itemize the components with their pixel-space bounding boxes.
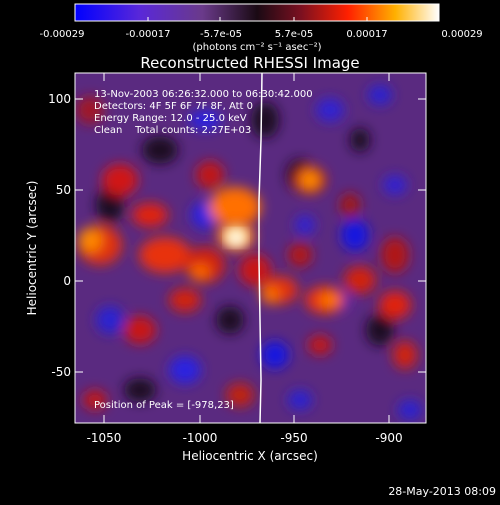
y-tick-label: 100 (48, 92, 71, 106)
y-tick-label: 0 (63, 274, 71, 288)
colorbar-tick-label: 5.7e-05 (275, 29, 313, 40)
colorbar-tick-label: 0.00017 (346, 29, 387, 40)
footer-timestamp: 28-May-2013 08:09 (388, 485, 496, 498)
y-tick-label: -50 (51, 365, 71, 379)
info-line-detectors: Detectors: 4F 5F 6F 7F 8F, Att 0 (94, 101, 253, 112)
x-tick-label: -1000 (183, 431, 218, 445)
info-line-time-range: 13-Nov-2003 06:26:32.000 to 06:30:42.000 (94, 89, 313, 100)
y-axis-ticks (75, 98, 426, 373)
colorbar-tick-label: -0.00017 (126, 29, 171, 40)
rhessi-image (75, 73, 426, 423)
x-tick-label: -1050 (87, 431, 122, 445)
colorbar-tick-label: -0.00029 (40, 29, 85, 40)
peak-position-label: Position of Peak = [-978,23] (94, 400, 234, 411)
y-tick-label: 50 (56, 183, 71, 197)
y-axis-label: Heliocentric Y (arcsec) (25, 181, 39, 316)
colorbar-tick-label: 0.00029 (441, 29, 482, 40)
solar-limb-line (258, 73, 263, 423)
colorbar-ticks (74, 17, 440, 21)
x-axis-ticks (103, 73, 390, 423)
colorbar (74, 3, 440, 22)
x-tick-label: -900 (375, 431, 402, 445)
info-line-energy-range: Energy Range: 12.0 - 25.0 keV (94, 113, 247, 124)
colorbar-tick-label: -5.7e-05 (200, 29, 242, 40)
plot-title: Reconstructed RHESSI Image (140, 54, 359, 72)
plot-frame (74, 72, 427, 424)
x-tick-label: -950 (280, 431, 307, 445)
colorbar-unit-label: (photons cm⁻² s⁻¹ asec⁻²) (192, 42, 321, 53)
info-line-total-counts: Clean Total counts: 2.27E+03 (94, 125, 251, 136)
x-axis-label: Heliocentric X (arcsec) (182, 449, 318, 463)
